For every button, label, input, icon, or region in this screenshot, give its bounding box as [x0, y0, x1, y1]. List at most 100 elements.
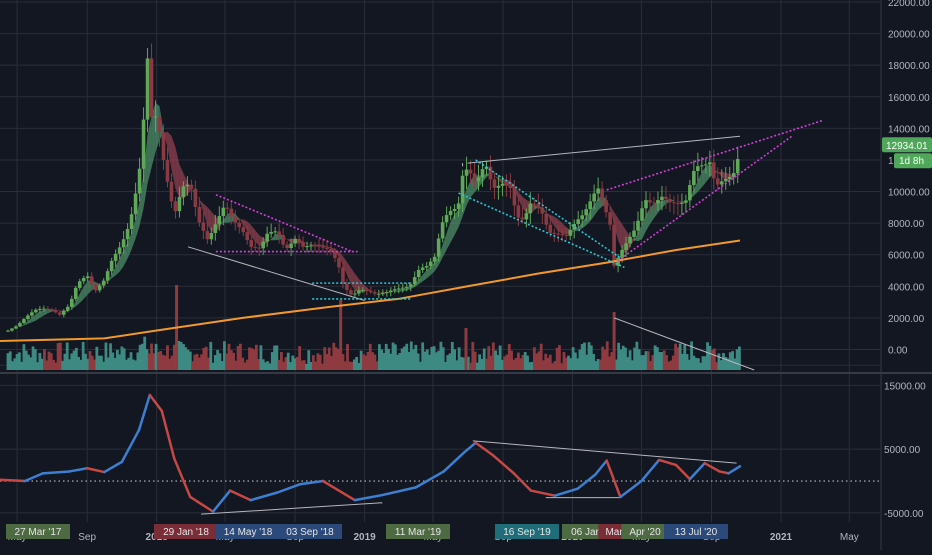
price-tick-label: 4000.00	[888, 282, 925, 293]
candle-body	[101, 280, 106, 286]
candle-body	[604, 200, 608, 213]
cloud-segment	[574, 227, 579, 232]
cloud-segment	[358, 278, 363, 293]
osc-line-segment	[553, 487, 579, 497]
candle-body	[552, 232, 557, 234]
volume-bar	[489, 355, 493, 370]
countdown-badge	[894, 153, 932, 169]
candle-body	[169, 181, 174, 202]
long-moving-average	[0, 239, 741, 342]
volume-bar	[405, 343, 409, 370]
cloud-segment	[466, 180, 471, 206]
volume-bar	[223, 341, 226, 370]
candle-body	[412, 277, 417, 285]
candle-body	[616, 257, 620, 266]
cloud-segment	[330, 247, 335, 252]
candle-body	[113, 253, 118, 261]
volume-bar	[585, 354, 589, 370]
volume-bar	[419, 361, 422, 370]
cloud-segment	[546, 212, 551, 220]
candle-body	[137, 168, 142, 194]
candle-body	[684, 200, 688, 203]
candle-body	[700, 165, 704, 167]
candle-body	[688, 184, 692, 201]
volume-bar	[633, 347, 637, 370]
volume-bar	[430, 346, 434, 370]
volume-bar	[380, 349, 384, 370]
volume-bar	[437, 350, 441, 370]
cloud-segment	[139, 174, 144, 226]
drawings	[0, 119, 823, 515]
volume-bar	[462, 357, 466, 370]
volume-bar	[409, 341, 413, 370]
candle-body	[676, 203, 680, 205]
candle-body	[588, 201, 592, 210]
candle-body	[548, 224, 553, 233]
volume-bar	[316, 353, 320, 370]
cloud-segment	[251, 225, 256, 242]
candle-body	[636, 220, 640, 231]
ma-cloud	[7, 102, 738, 331]
candle-body	[289, 243, 293, 249]
volume-bar	[612, 312, 616, 370]
date-marker-label: 16 Sep '19	[503, 527, 551, 538]
volume-bar	[514, 358, 518, 370]
candle-body	[73, 287, 78, 299]
volume-bar	[20, 361, 24, 370]
candle-body	[273, 231, 277, 233]
candle-body	[452, 208, 457, 211]
volume-bar	[660, 352, 664, 370]
candle-body	[157, 116, 162, 133]
candle-body	[476, 177, 481, 182]
osc-line-segment	[512, 472, 533, 492]
volume-bar	[719, 360, 723, 370]
cloud-segment	[618, 218, 623, 250]
volume-bar	[416, 353, 420, 370]
candle-body	[38, 308, 42, 310]
volume-bar	[99, 355, 103, 370]
volume-bar	[364, 355, 368, 370]
magenta-dotted-trendline	[215, 193, 353, 253]
volume-bar	[170, 355, 174, 370]
volume-bar	[412, 349, 415, 370]
candle-body	[105, 271, 110, 281]
volume-bar	[512, 359, 516, 370]
osc-line-segment	[298, 479, 325, 486]
candle-body	[656, 199, 660, 204]
volume-bar	[501, 359, 504, 370]
cloud-segment	[721, 171, 726, 181]
cloud-segment	[123, 242, 128, 267]
volume-bar	[168, 358, 172, 370]
candle-body	[404, 286, 409, 288]
volume-bar	[243, 362, 247, 370]
volume-bar	[377, 344, 381, 370]
volume-bar	[678, 343, 682, 370]
volume-bar	[125, 359, 128, 370]
cloud-segment	[271, 234, 276, 241]
candle-body	[193, 188, 198, 207]
date-marker-label: 14 May '18	[224, 527, 273, 538]
candle-body	[189, 184, 194, 189]
volume-bar	[86, 358, 90, 370]
volume-bar	[457, 347, 461, 370]
x-tick-label: May	[840, 532, 859, 543]
volume-bar	[478, 354, 482, 370]
volume-bar	[63, 353, 67, 370]
candle-body	[396, 288, 401, 290]
volume-bar	[314, 361, 317, 370]
volume-bar	[681, 353, 684, 370]
volume-bar	[560, 363, 564, 370]
cloud-segment	[438, 244, 443, 266]
volume-bar	[65, 342, 69, 370]
candle-body	[723, 178, 728, 182]
cloud-segment	[634, 232, 639, 242]
candle-body	[145, 58, 150, 120]
candle-body	[648, 200, 652, 203]
volume-bar	[311, 355, 315, 370]
volume-bar	[635, 341, 639, 370]
candle-body	[468, 169, 473, 174]
cloud-segment	[434, 255, 439, 272]
volume-bar	[662, 350, 666, 370]
candle-body	[345, 283, 349, 291]
